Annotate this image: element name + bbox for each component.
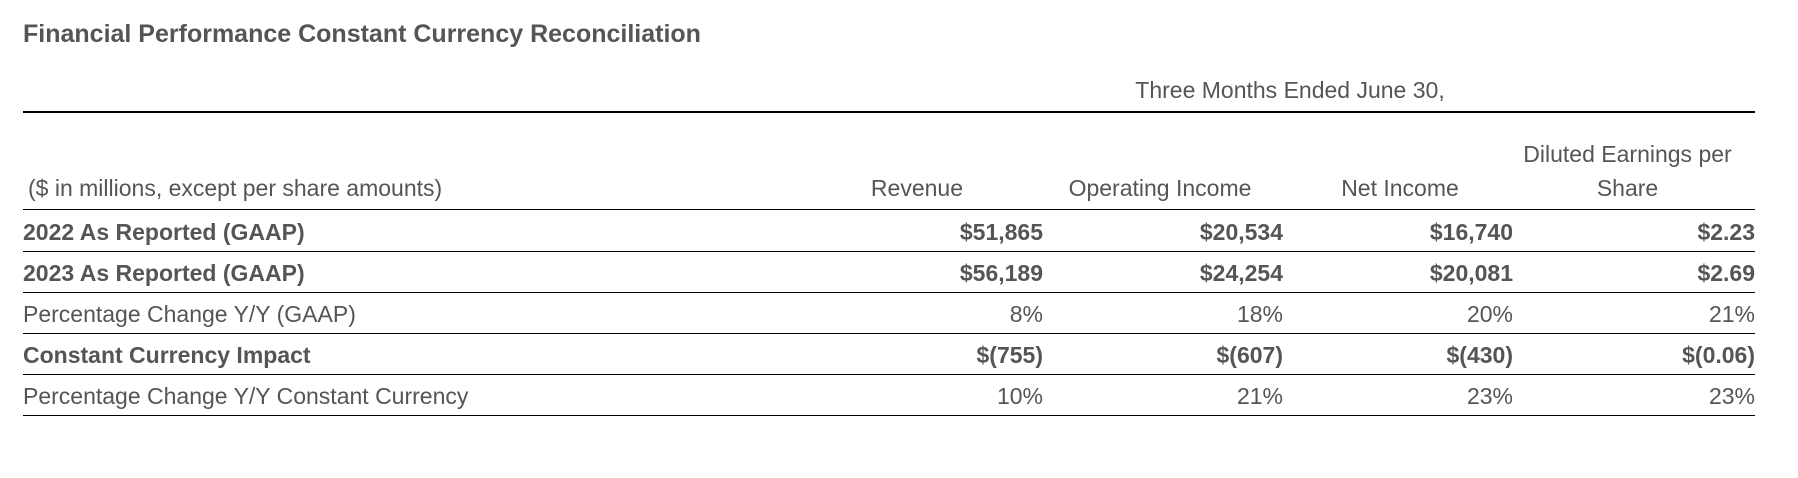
row-divider [23,251,1755,252]
column-header-eps-line1: Diluted Earnings per [1523,141,1732,167]
net-income-cell: $16,740 [1429,219,1513,245]
row-divider [23,415,1755,416]
table-row: Percentage Change Y/Y Constant Currency 1… [23,375,1755,416]
revenue-cell: $(755) [976,342,1043,368]
eps-cell: 23% [1708,383,1755,409]
net-income-cell: 20% [1466,301,1513,327]
revenue-cell: $51,865 [959,219,1043,245]
column-header-revenue: Revenue [870,175,963,201]
header-rule [23,111,1755,113]
row-label: 2022 As Reported (GAAP) [23,219,305,245]
operating-income-cell: $(607) [1216,342,1283,368]
row-label: Percentage Change Y/Y Constant Currency [23,383,469,409]
revenue-cell: 8% [1009,301,1043,327]
row-label: Percentage Change Y/Y (GAAP) [23,301,356,327]
row-divider [23,374,1755,375]
row-label: Constant Currency Impact [23,342,311,368]
column-header-net-income: Net Income [1341,175,1459,201]
operating-income-cell: 18% [1236,301,1283,327]
operating-income-cell: $20,534 [1199,219,1283,245]
row-divider [23,292,1755,293]
table-row: 2022 As Reported (GAAP) $51,865 $20,534 $16… [23,211,1755,252]
revenue-cell: $56,189 [959,260,1043,286]
revenue-cell: 10% [996,383,1043,409]
column-header-rule [23,209,1755,210]
operating-income-cell: $24,254 [1199,260,1283,286]
units-note: ($ in millions, except per share amounts… [28,175,443,201]
net-income-cell: 23% [1466,383,1513,409]
eps-cell: $2.69 [1697,260,1755,286]
row-label: 2023 As Reported (GAAP) [23,260,305,286]
page-title: Financial Performance Constant Currency … [23,20,701,48]
eps-cell: $2.23 [1697,219,1755,245]
net-income-cell: $20,081 [1429,260,1513,286]
table-row: Percentage Change Y/Y (GAAP) 8% 18% 20% 21% [23,293,1755,334]
operating-income-cell: 21% [1236,383,1283,409]
eps-cell: 21% [1708,301,1755,327]
table-row: Constant Currency Impact $(755) $(607) $(43… [23,334,1755,375]
eps-cell: $(0.06) [1682,342,1755,368]
table-row: 2023 As Reported (GAAP) $56,189 $24,254 $20… [23,252,1755,293]
period-header: Three Months Ended June 30, [1135,77,1445,103]
column-header-operating-income: Operating Income [1068,175,1252,201]
net-income-cell: $(430) [1446,342,1513,368]
column-header-eps-line2: Share [1596,175,1659,201]
row-divider [23,333,1755,334]
